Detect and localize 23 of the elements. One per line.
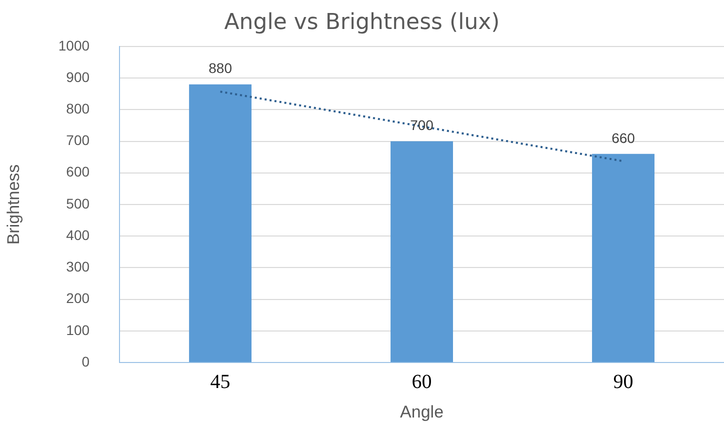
chart-title: Angle vs Brightness (lux) xyxy=(224,10,500,35)
data-label: 880 xyxy=(208,60,232,76)
bar xyxy=(390,141,454,362)
y-tick-label: 800 xyxy=(66,100,90,116)
y-tick-label: 1000 xyxy=(58,37,90,54)
data-label: 660 xyxy=(612,130,636,146)
bar xyxy=(189,84,252,362)
y-tick-label: 400 xyxy=(66,226,90,243)
y-tick-label: 700 xyxy=(66,132,90,148)
y-axis-title: Brightness xyxy=(4,164,23,245)
x-tick-label: 45 xyxy=(210,370,230,393)
bar xyxy=(592,154,654,362)
x-axis-title: Angle xyxy=(400,402,444,422)
data-label: 700 xyxy=(410,117,434,134)
x-tick-label: 60 xyxy=(412,370,432,393)
x-tick-label: 90 xyxy=(613,370,634,393)
y-tick-label: 300 xyxy=(66,258,90,275)
y-tick-label: 500 xyxy=(66,195,90,212)
y-tick-label: 200 xyxy=(66,290,90,306)
y-tick-label: 0 xyxy=(82,353,90,370)
y-tick-label: 100 xyxy=(66,322,90,338)
y-tick-label: 600 xyxy=(66,164,90,180)
y-tick-label: 900 xyxy=(66,68,90,85)
